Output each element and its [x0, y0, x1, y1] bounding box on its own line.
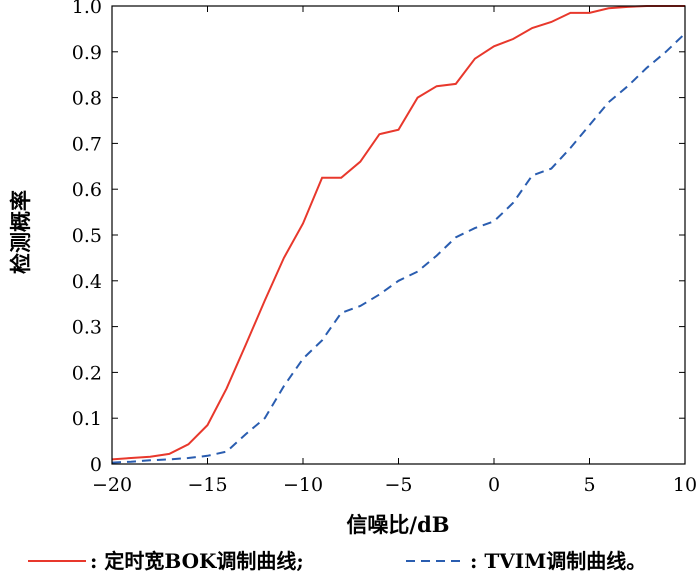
- y-tick-label: 0.2: [72, 362, 102, 384]
- x-tick-label: −20: [92, 474, 132, 496]
- x-tick-label: −10: [283, 474, 323, 496]
- x-tick-label: −15: [187, 474, 227, 496]
- y-tick-label: 0.8: [72, 88, 102, 110]
- y-tick-label: 0.3: [72, 317, 102, 339]
- legend-label-bok: : 定时宽BOK调制曲线;: [90, 549, 304, 573]
- x-tick-label: 0: [488, 474, 500, 496]
- y-tick-label: 1.0: [72, 0, 102, 18]
- y-axis-title: 检测概率: [8, 190, 33, 274]
- y-tick-label: 0.5: [72, 225, 102, 247]
- y-tick-label: 0.7: [72, 133, 102, 155]
- y-tick-label: 0.4: [72, 271, 102, 293]
- x-tick-label: 5: [583, 474, 595, 496]
- legend-label-tvim: : TVIM调制曲线。: [470, 549, 646, 573]
- y-tick-label: 0: [90, 454, 102, 476]
- y-tick-label: 0.9: [72, 42, 102, 64]
- x-tick-label: 10: [673, 474, 697, 496]
- plot-frame: [111, 5, 686, 465]
- axes: −20 −15 −10 −5 0 5 10 0 0.1 0.2 0.3 0.4 0.5 0.6 0.7 0.8…: [72, 0, 697, 496]
- series-line-1: [111, 5, 685, 461]
- y-tick-label: 0.1: [72, 408, 102, 430]
- series-line-2: [111, 32, 686, 464]
- legend: : 定时宽BOK调制曲线; : TVIM调制曲线。: [28, 549, 646, 573]
- x-tick-label: −5: [384, 474, 412, 496]
- y-tick-label: 0.6: [72, 179, 102, 201]
- x-axis-title: 信噪比/dB: [346, 512, 449, 537]
- plot-area: [111, 5, 686, 464]
